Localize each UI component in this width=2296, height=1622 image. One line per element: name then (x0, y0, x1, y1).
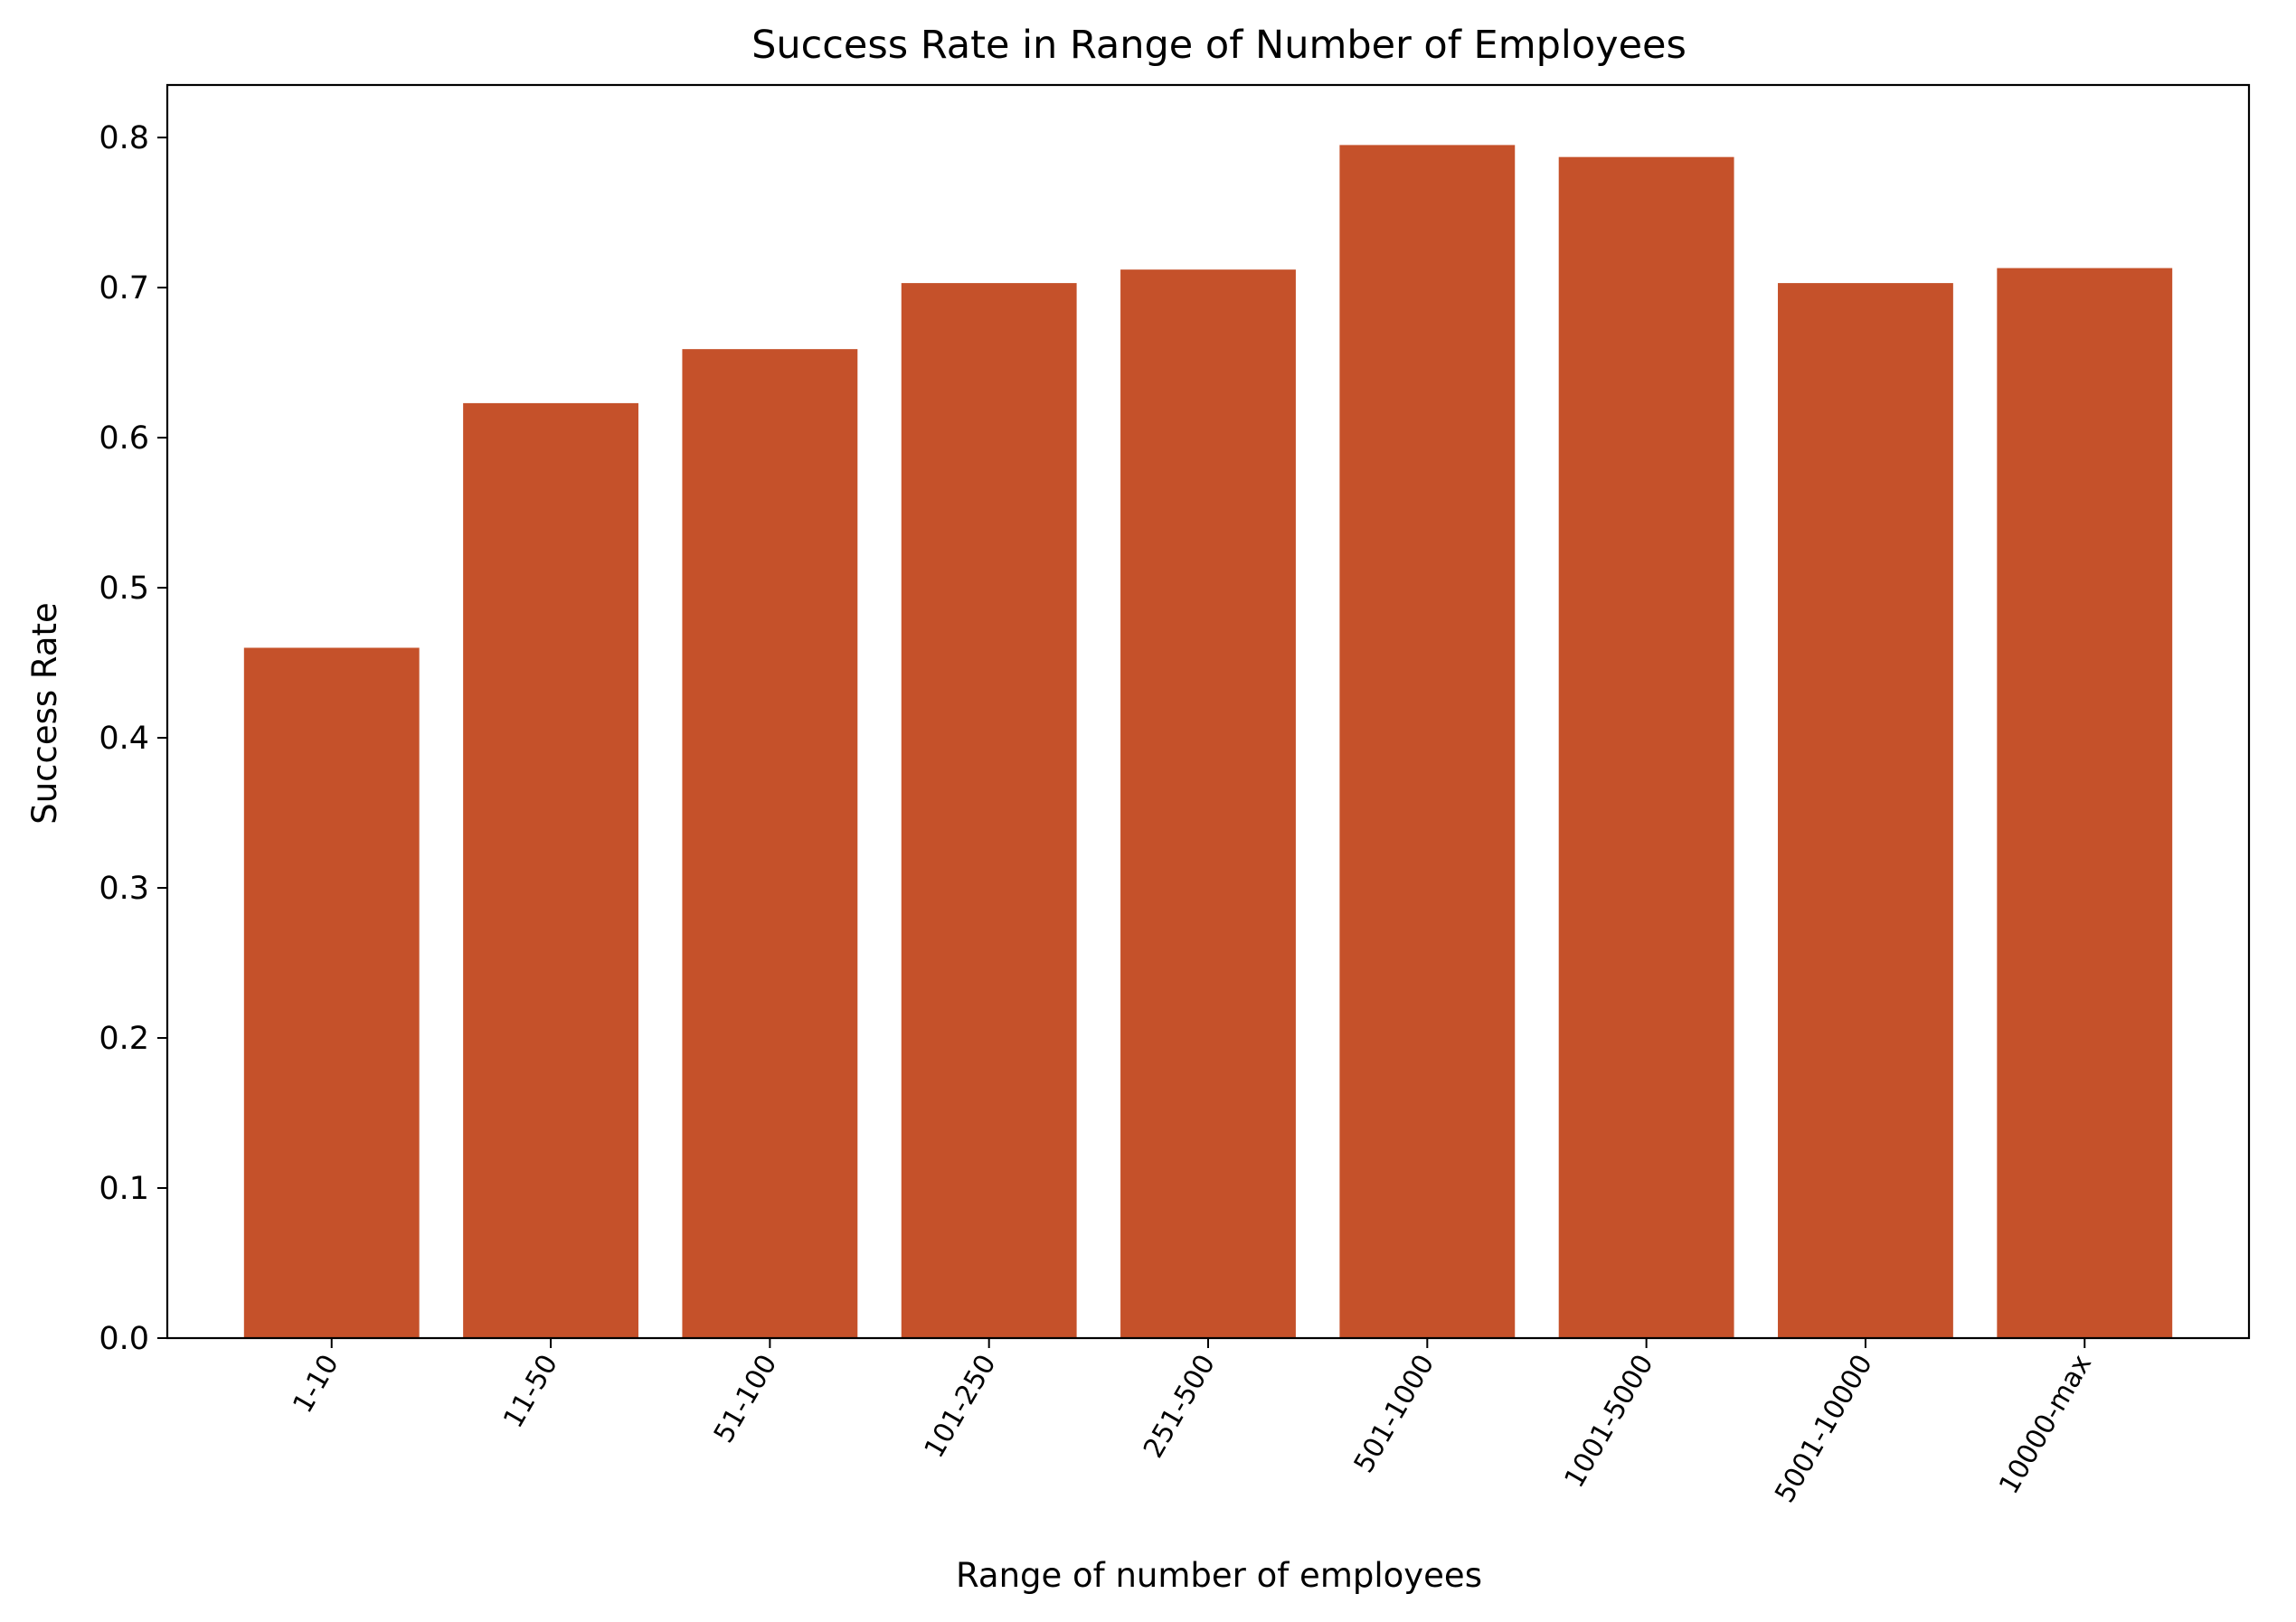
bar-101-250 (901, 283, 1077, 1339)
x-axis-label: Range of number of employees (956, 1556, 1482, 1595)
x-tick-label: 10000-max (1993, 1350, 2098, 1500)
x-tick-label: 501-1000 (1348, 1350, 1441, 1479)
bars-layer (243, 145, 2173, 1339)
y-tick-label: 0.8 (99, 120, 149, 156)
chart-title: Success Rate in Range of Number of Emplo… (751, 23, 1687, 68)
bar-501-1000 (1339, 145, 1516, 1338)
bar-10000-max (1997, 268, 2173, 1338)
y-tick-label: 0.4 (99, 721, 149, 757)
bar-251-500 (1120, 269, 1296, 1338)
y-tick-label: 0.7 (99, 270, 149, 306)
y-tick-label: 0.6 (99, 420, 149, 457)
x-tick-label: 11-50 (497, 1350, 564, 1434)
y-tick-label: 0.5 (99, 571, 149, 607)
bar-51-100 (682, 349, 858, 1338)
bar-1001-5000 (1558, 156, 1734, 1338)
y-tick-label: 0.0 (99, 1321, 149, 1357)
x-tick-label: 101-250 (919, 1350, 1003, 1464)
x-tick-label: 1001-5000 (1558, 1350, 1659, 1494)
y-tick-label: 0.1 (99, 1171, 149, 1207)
y-tick-label: 0.3 (99, 871, 149, 907)
x-tick-label: 5001-10000 (1769, 1350, 1879, 1509)
y-tick-label: 0.2 (99, 1021, 149, 1057)
x-tick-label: 251-500 (1138, 1350, 1222, 1464)
y-axis-label: Success Rate (25, 602, 64, 825)
x-tick-label: 51-100 (708, 1350, 783, 1449)
bar-11-50 (463, 402, 638, 1338)
bar-1-10 (243, 647, 420, 1338)
x-tick-label: 1-10 (287, 1350, 345, 1419)
bar-5001-10000 (1778, 283, 1953, 1339)
